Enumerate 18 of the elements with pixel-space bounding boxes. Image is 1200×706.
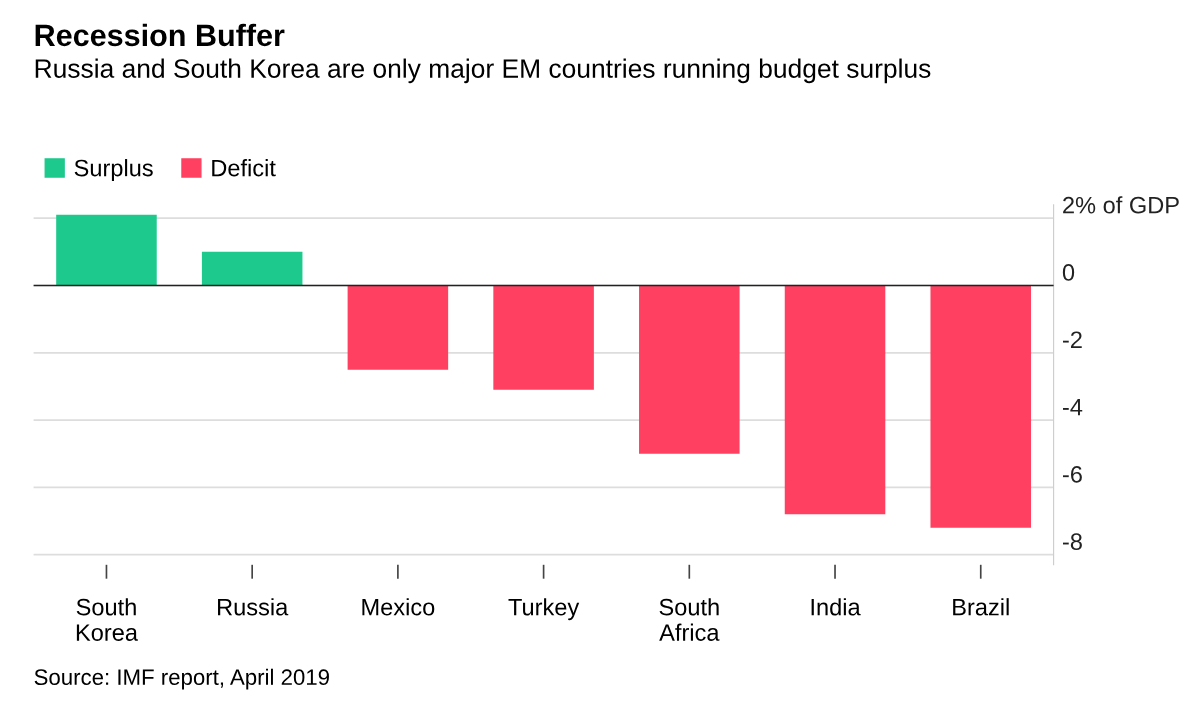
chart-subtitle: Russia and South Korea are only major EM countries running budget surplus [35,58,931,84]
y-tick-label: 2% of GDP [1063,196,1179,214]
y-tick-label: -2 [1062,331,1082,348]
x-tick-label: South Korea [76,598,138,641]
x-tick-label: Russia [218,598,289,616]
chart-title: Recession Buffer [35,23,285,47]
x-tick-label: Mexico [362,598,435,616]
x-tick-label: Brazil [953,598,1009,616]
y-tick-label: 0 [1062,264,1075,281]
y-tick-label: -6 [1062,466,1082,483]
y-tick-label: -4 [1062,398,1083,416]
x-tick-label: India [811,598,861,616]
x-tick-label: South Africa [659,598,720,641]
source-note: Source: IMF report, April 2019 [34,668,329,690]
y-tick-label: -8 [1062,533,1082,551]
x-tick-label: Turkey [508,598,580,621]
legend-label: Deficit [212,159,276,177]
legend-label: Surplus [74,159,153,182]
